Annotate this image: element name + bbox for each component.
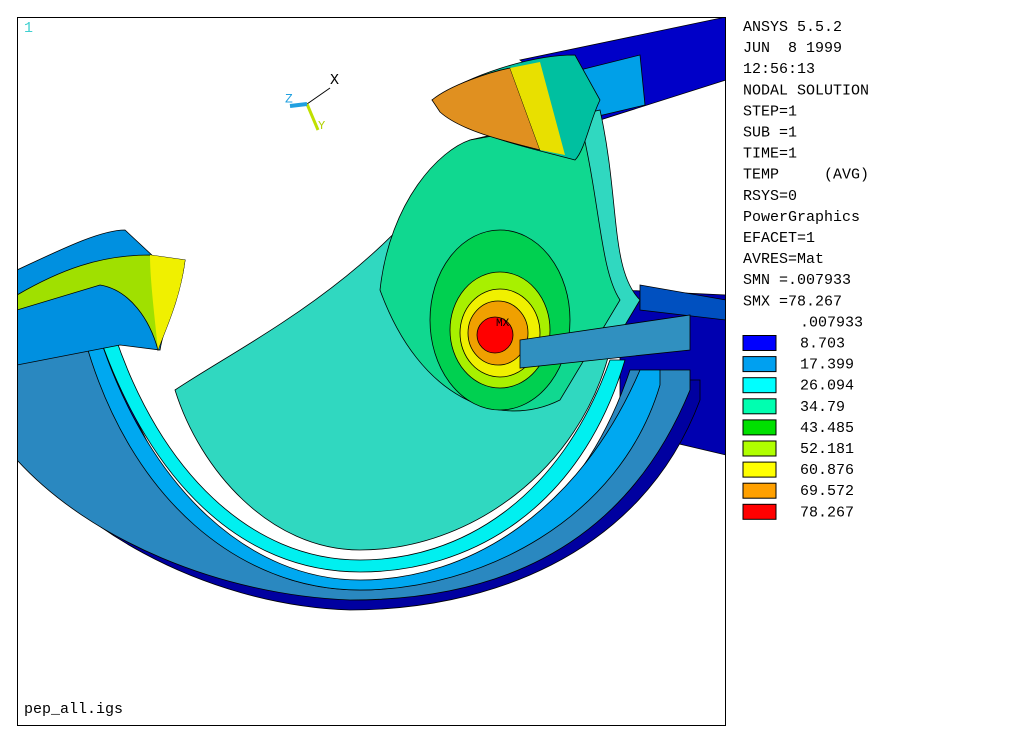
legend-swatch [742, 419, 777, 436]
legend-label: 78.267 [800, 504, 854, 521]
shell-inner-band [99, 335, 626, 573]
info-line: 12:56:13 [743, 61, 815, 78]
y-axis [305, 103, 320, 131]
info-panel: ANSYS 5.5.2 JUN 8 1999 12:56:13 NODAL SOLUT… [743, 19, 869, 310]
legend-label: 43.485 [800, 420, 854, 437]
info-line: NODAL SOLUTION [743, 82, 869, 99]
legend: .007933 8.703 17.399 26.094 34.79 43.485 52.18… [742, 314, 863, 521]
info-line: TEMP (AVG) [743, 167, 869, 184]
info-line: PowerGraphics [743, 209, 860, 226]
info-line: SUB =1 [743, 124, 797, 141]
info-line: SMN =.007933 [743, 272, 851, 289]
legend-label: 17.399 [800, 357, 854, 374]
max-marker: MX [496, 318, 510, 330]
z-label: Z [285, 91, 293, 106]
viewport-frame [17, 17, 726, 726]
legend-swatch [742, 398, 777, 415]
info-line: STEP=1 [743, 103, 797, 120]
info-line: ANSYS 5.5.2 [743, 19, 842, 36]
legend-swatch [742, 482, 777, 499]
legend-swatch [742, 440, 777, 457]
legend-label: 52.181 [800, 441, 854, 458]
left-flange-hot [150, 255, 185, 350]
legend-swatch [742, 356, 777, 373]
nozzle-inner [519, 314, 691, 369]
x-label: X [330, 72, 339, 89]
legend-label: .007933 [800, 314, 863, 331]
legend-label: 26.094 [800, 378, 854, 395]
legend-label: 8.703 [800, 335, 845, 352]
info-line: AVRES=Mat [743, 251, 824, 268]
legend-swatch [742, 461, 777, 478]
legend-swatch [742, 503, 777, 520]
z-axis [289, 102, 308, 108]
legend-label: 34.79 [800, 399, 845, 416]
shell-section [84, 337, 661, 591]
window-number: 1 [24, 20, 33, 37]
legend-label: 60.876 [800, 462, 854, 479]
y-label: Y [318, 119, 325, 133]
axis-triad: X Y Z [285, 72, 339, 133]
legend-label: 69.572 [800, 483, 854, 500]
info-line: JUN 8 1999 [743, 40, 842, 57]
top-flange-warm [510, 62, 565, 155]
top-flange-hot [431, 67, 541, 151]
legend-swatch [742, 335, 777, 351]
info-line: SMX =78.267 [743, 293, 842, 310]
info-line: RSYS=0 [743, 188, 797, 205]
info-line: EFACET=1 [743, 230, 815, 247]
filename: pep_all.igs [24, 701, 123, 718]
contour-78 [476, 316, 514, 354]
info-line: TIME=1 [743, 146, 797, 163]
model: MX [17, 17, 726, 611]
legend-swatch [742, 377, 777, 394]
x-axis [306, 87, 331, 105]
lower-pipe-top [639, 284, 726, 321]
